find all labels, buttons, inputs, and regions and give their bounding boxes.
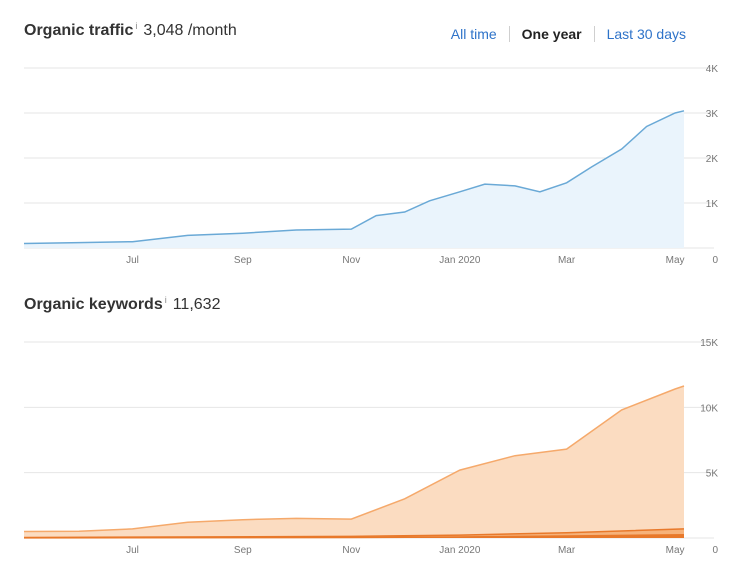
y-tick-label: 0 bbox=[712, 255, 718, 266]
x-tick-label: Sep bbox=[234, 255, 252, 266]
x-tick-label: Nov bbox=[342, 545, 360, 556]
keywords-value: 11,632 bbox=[172, 296, 221, 313]
x-tick-label: May bbox=[666, 255, 685, 266]
range-tabs: All time One year Last 30 days bbox=[439, 26, 698, 42]
x-tick-label: Jan 2020 bbox=[439, 255, 481, 266]
traffic-value: 3,048 /month bbox=[143, 22, 237, 39]
info-icon[interactable]: i bbox=[135, 21, 138, 31]
y-tick-label: 4K bbox=[706, 64, 719, 75]
y-tick-label: 2K bbox=[706, 154, 719, 165]
series-area bbox=[24, 110, 684, 248]
tab-all-time[interactable]: All time bbox=[450, 26, 497, 42]
keywords-title: Organic keywords bbox=[24, 296, 163, 313]
tab-divider bbox=[593, 26, 595, 42]
y-tick-label: 0 bbox=[712, 545, 718, 556]
traffic-header: Organic traffic i 3,048 /month bbox=[24, 21, 237, 46]
x-tick-label: May bbox=[666, 545, 685, 556]
series-line bbox=[23, 533, 685, 539]
tab-divider bbox=[508, 26, 510, 42]
info-icon[interactable]: i bbox=[164, 295, 167, 305]
y-tick-label: 15K bbox=[700, 338, 718, 349]
y-tick-label: 10K bbox=[700, 403, 718, 414]
x-tick-label: Jan 2020 bbox=[439, 545, 481, 556]
keywords-header: Organic keywords i 11,632 bbox=[24, 295, 221, 320]
y-tick-label: 5K bbox=[706, 469, 719, 480]
x-tick-label: Nov bbox=[342, 255, 360, 266]
y-tick-label: 3K bbox=[706, 109, 719, 120]
x-tick-label: Mar bbox=[558, 255, 576, 266]
keywords-chart: 0 5K 10K 15K Jul Sep Nov Jan 2020 Mar May bbox=[23, 338, 719, 556]
x-tick-label: Jul bbox=[126, 255, 139, 266]
tab-last-30-days[interactable]: Last 30 days bbox=[606, 26, 686, 42]
series-area bbox=[24, 386, 684, 538]
x-tick-label: Sep bbox=[234, 545, 252, 556]
traffic-chart: 0 1K 2K 3K 4K Jul Sep Nov Jan 2020 Mar May bbox=[23, 64, 719, 266]
traffic-title: Organic traffic bbox=[24, 22, 134, 39]
y-tick-label: 1K bbox=[706, 199, 719, 210]
series-line bbox=[23, 385, 685, 533]
tab-one-year[interactable]: One year bbox=[521, 26, 582, 42]
series-line bbox=[23, 528, 685, 539]
series-line bbox=[23, 110, 685, 245]
x-tick-label: Mar bbox=[558, 545, 576, 556]
x-tick-label: Jul bbox=[126, 545, 139, 556]
